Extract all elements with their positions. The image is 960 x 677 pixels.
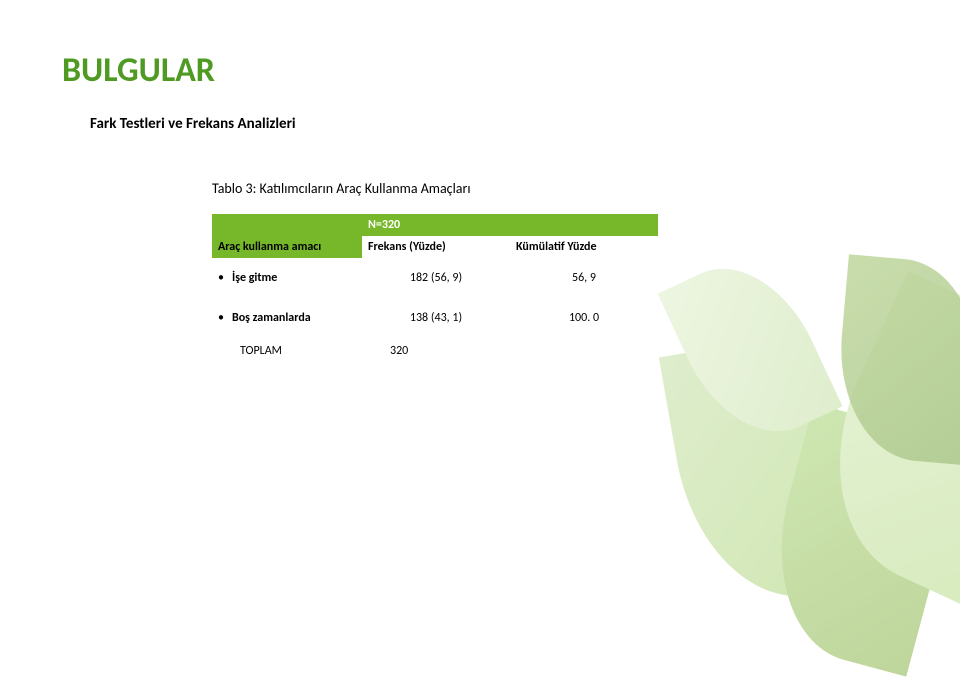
row-freq: 138 (43, 1) <box>362 298 510 338</box>
frequency-table: N=320 Araç kullanma amacı Frekans (Yüzde… <box>212 214 658 368</box>
row-label-text: Boş zamanlarda <box>232 311 311 325</box>
total-freq: 320 <box>362 338 510 368</box>
row-freq: 182 (56, 9) <box>362 258 510 298</box>
n-blank2 <box>510 214 658 236</box>
row-label: •Boş zamanlarda <box>212 298 362 338</box>
table-caption: Tablo 3: Katılımcıların Araç Kullanma Am… <box>212 180 471 197</box>
total-row: TOPLAM 320 <box>212 338 658 368</box>
n-label: N=320 <box>362 214 510 236</box>
header-row: Araç kullanma amacı Frekans (Yüzde) Kümü… <box>212 236 658 258</box>
page-title: BULGULAR <box>62 50 215 91</box>
col-header-freq: Frekans (Yüzde) <box>362 236 510 258</box>
section-subtitle: Fark Testleri ve Frekans Analizleri <box>90 115 296 133</box>
row-label: •İşe gitme <box>212 258 362 298</box>
row-cum: 56, 9 <box>510 258 658 298</box>
total-cum <box>510 338 658 368</box>
col-header-cum: Kümülatif Yüzde <box>510 236 658 258</box>
n-row: N=320 <box>212 214 658 236</box>
decorative-leaves <box>610 140 960 640</box>
row-label-text: İşe gitme <box>232 271 277 285</box>
n-blank <box>212 214 362 236</box>
table-row: •İşe gitme 182 (56, 9) 56, 9 <box>212 258 658 298</box>
col-header-purpose: Araç kullanma amacı <box>212 236 362 258</box>
table-row: •Boş zamanlarda 138 (43, 1) 100. 0 <box>212 298 658 338</box>
total-label: TOPLAM <box>212 338 362 368</box>
row-cum: 100. 0 <box>510 298 658 338</box>
